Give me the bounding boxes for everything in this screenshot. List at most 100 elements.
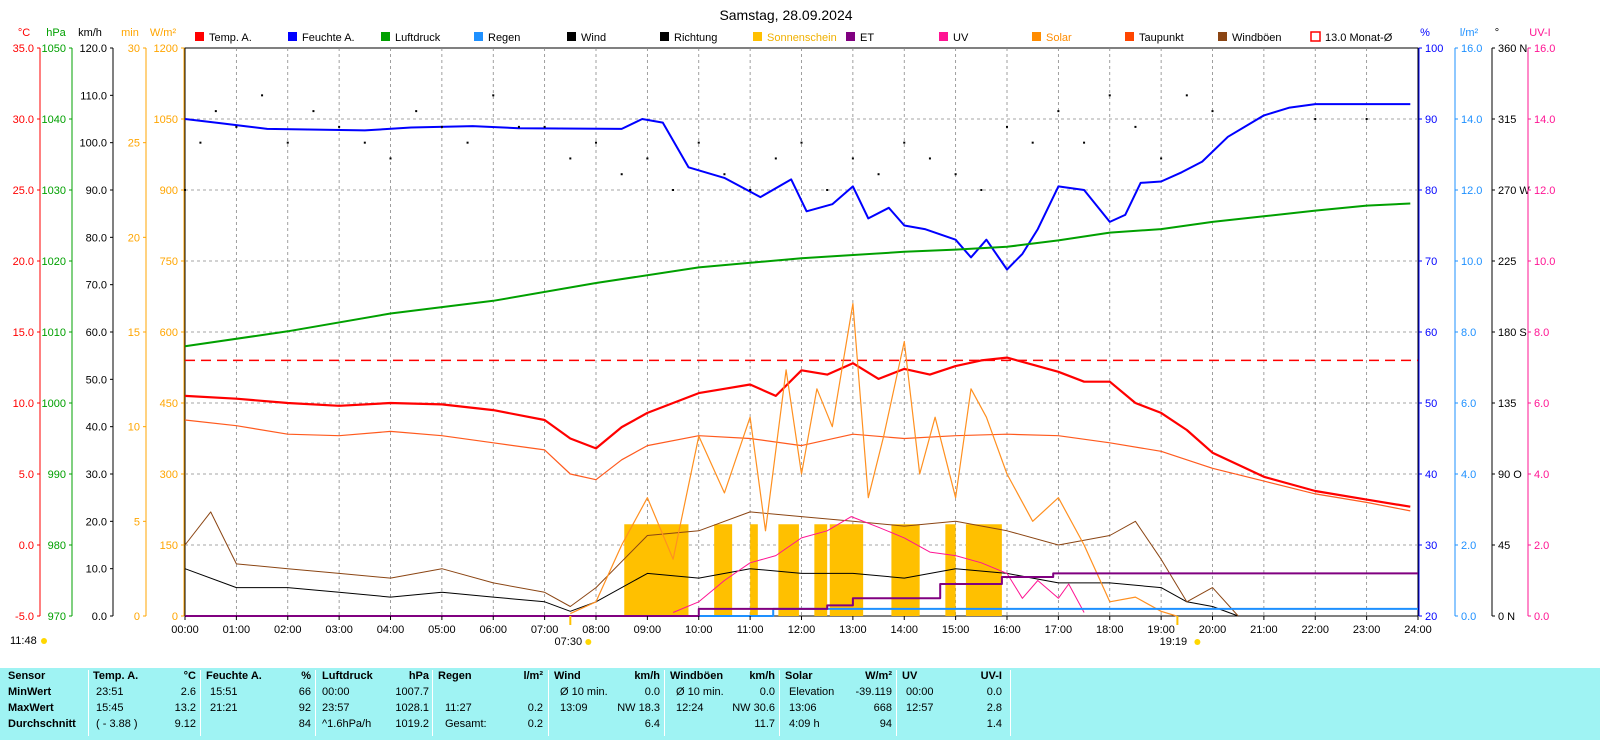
stats-cell: 9.12 (174, 718, 196, 730)
stats-cell: 2.8 (986, 702, 1002, 714)
tick-label: 4.0 (1534, 469, 1549, 481)
tick-label: 360 N (1498, 43, 1527, 55)
legend-label: UV (953, 32, 969, 44)
wind-direction-point (1185, 94, 1188, 97)
axis-unit: UV-I (1529, 27, 1550, 39)
stats-cell: W/m² (865, 670, 892, 682)
sunset-label: 19:19 (1160, 636, 1188, 648)
stats-cell: 12:57 (906, 702, 934, 714)
tick-label: 1030 (42, 185, 66, 197)
stats-cell: ( - 3.88 ) (96, 718, 138, 730)
tick-label: 35.0 (13, 43, 34, 55)
tick-label: 70 (1425, 256, 1437, 268)
stats-separator (779, 670, 780, 736)
stats-cell: 23:51 (96, 686, 124, 698)
tick-label: 1200 (154, 43, 178, 55)
tick-label: 50 (1425, 398, 1437, 410)
wind-direction-point (1365, 118, 1368, 120)
x-tick-label: 17:00 (1045, 624, 1073, 636)
stats-cell: 15:51 (210, 686, 238, 698)
wind-direction-point (1108, 94, 1111, 97)
x-axis: 00:00 01:00 02:00 03:00 04:00 05:00 06:00 07:00… (10, 616, 1432, 648)
series-line-windb-en (184, 511, 1239, 617)
stats-cell: km/h (749, 670, 775, 682)
wind-direction-point (620, 173, 623, 176)
wind-direction-point (774, 157, 777, 160)
x-tick-label: 12:00 (788, 624, 816, 636)
tick-label: 1000 (42, 398, 66, 410)
stats-cell: 00:00 (322, 686, 350, 698)
sunshine-bar (714, 524, 733, 616)
series-line-et (185, 572, 1418, 617)
tick-label: 25.0 (13, 185, 34, 197)
wind-direction-point (389, 157, 392, 160)
tick-label: 90 O (1498, 469, 1522, 481)
stats-cell: 15:45 (96, 702, 124, 714)
stats-cell: 0.2 (527, 702, 543, 714)
axis-unit: W/m² (150, 27, 177, 39)
tick-label: 0.0 (1461, 611, 1476, 623)
wind-direction-point (363, 141, 366, 144)
stats-cell: 2.6 (180, 686, 196, 698)
wind-direction-point (800, 141, 803, 144)
legend-label: Wind (581, 32, 606, 44)
tick-label: 0.0 (1534, 611, 1549, 623)
tick-label: 2.0 (1461, 540, 1476, 552)
current-time-label: 11:48 (10, 635, 37, 647)
tick-label: 225 (1498, 256, 1516, 268)
stats-separator (548, 670, 549, 736)
tick-label: 40.0 (86, 422, 107, 434)
legend-label: Luftdruck (395, 32, 441, 44)
axis-unit: min (121, 27, 139, 39)
legend-swatch (1032, 32, 1041, 41)
legend-label: Temp. A. (209, 32, 252, 44)
tick-label: 10.0 (13, 398, 34, 410)
axis-unit: % (1420, 27, 1430, 39)
wind-direction-point (723, 173, 726, 176)
tick-label: 30 (1425, 540, 1437, 552)
tick-label: 120.0 (79, 43, 107, 55)
x-tick-label: 19:00 (1147, 624, 1175, 636)
x-tick-label: 23:00 (1353, 624, 1381, 636)
stats-cell: Wind (554, 670, 581, 682)
wind-direction-point (440, 125, 443, 128)
x-tick-label: 09:00 (634, 624, 662, 636)
stats-cell: 11.7 (754, 718, 775, 730)
tick-label: 8.0 (1534, 327, 1549, 339)
tick-label: 135 (1498, 398, 1516, 410)
x-tick-label: 15:00 (942, 624, 970, 636)
stats-separator (896, 670, 897, 736)
axis-unit: ° (1495, 27, 1499, 39)
wind-direction-point (569, 157, 572, 160)
series-line-solar (570, 303, 1177, 617)
wind-direction-point (980, 189, 983, 191)
stats-cell: 92 (298, 702, 311, 714)
wind-direction-point (214, 110, 217, 113)
series-line-temp-a- (184, 356, 1411, 508)
wind-direction-point (877, 173, 880, 176)
stats-cell: Gesamt: (445, 718, 487, 730)
legend-swatch (474, 32, 483, 41)
tick-label: 60 (1425, 327, 1437, 339)
x-tick-label: 10:00 (685, 624, 713, 636)
stats-cell: 94 (879, 718, 892, 730)
stats-cell: MinWert (8, 686, 52, 698)
wind-direction-point (235, 125, 238, 128)
x-tick-label: 08:00 (582, 624, 610, 636)
stats-cell: 4:09 h (789, 718, 820, 730)
wind-direction-point (595, 141, 597, 144)
axis-unit: °C (18, 27, 30, 39)
legend-swatch (195, 32, 204, 41)
tick-label: 5 (134, 516, 140, 528)
tick-label: 14.0 (1534, 114, 1555, 126)
tick-label: 30 (128, 43, 140, 55)
wind-direction-point (286, 141, 289, 144)
legend-swatch (846, 32, 855, 41)
wind-direction-point (1057, 110, 1060, 113)
x-tick-label: 07:00 (531, 624, 559, 636)
wind-direction-point (903, 141, 906, 144)
sunrise-label: 07:30 (555, 636, 583, 648)
tick-label: 10 (128, 422, 140, 434)
stats-cell: NW 30.6 (732, 702, 775, 714)
stats-separator (664, 670, 665, 736)
